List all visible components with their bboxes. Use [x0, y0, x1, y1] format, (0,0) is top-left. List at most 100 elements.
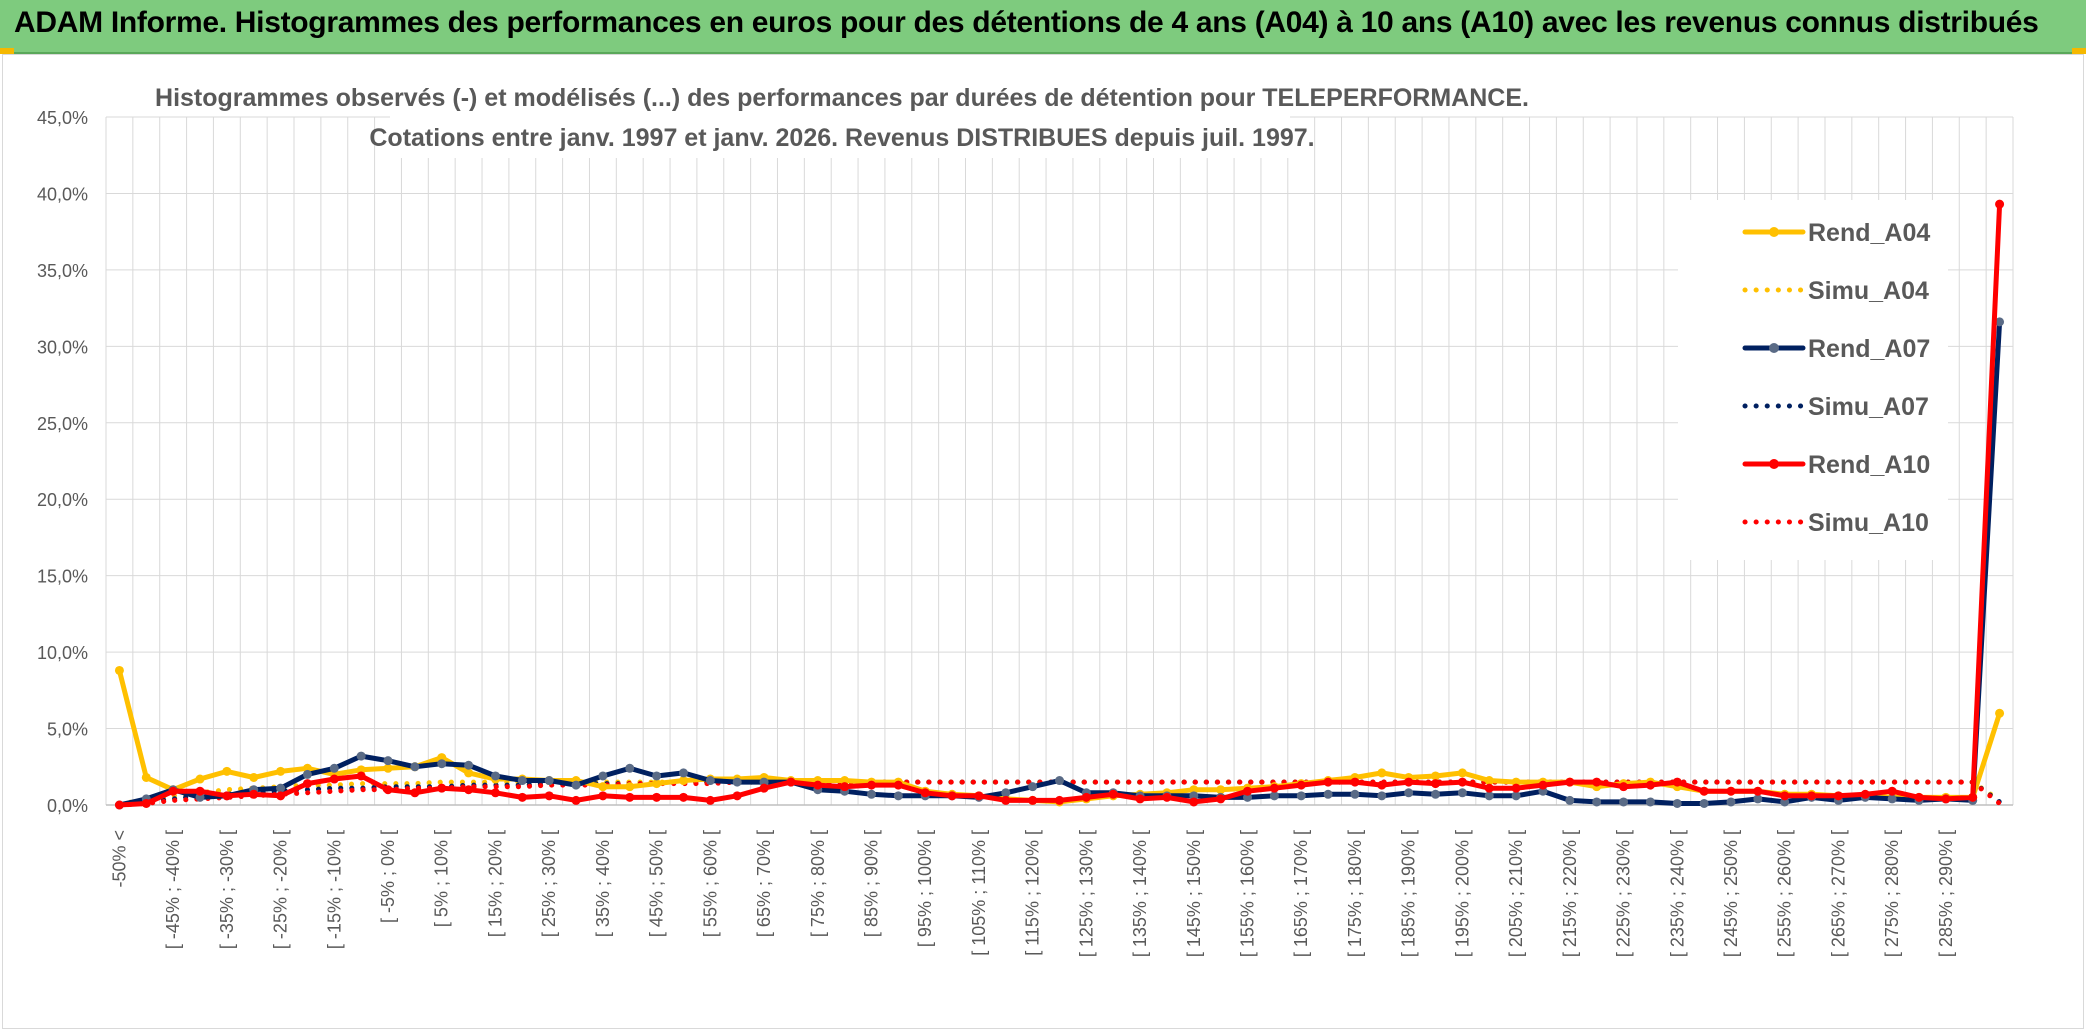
data-point-rend-a10 [1055, 795, 1064, 805]
data-point-rend-a04 [249, 772, 259, 782]
data-point-rend-a04 [276, 766, 286, 776]
legend-label-simu-a04: Simu_A04 [1808, 277, 1929, 305]
legend-label-rend-a10: Rend_A10 [1808, 451, 1930, 479]
data-point-rend-a07 [1404, 788, 1414, 798]
data-point-rend-a10 [490, 788, 500, 798]
x-tick-label: [ 45% ; 50% [ [647, 830, 667, 937]
data-point-rend-a10 [249, 789, 259, 799]
data-point-rend-a07 [302, 769, 312, 779]
x-tick-label: [ 25% ; 30% [ [539, 830, 559, 937]
data-point-rend-a10 [1243, 786, 1253, 796]
data-point-rend-a10 [544, 791, 554, 801]
data-point-rend-a07 [598, 771, 608, 781]
legend-background [1678, 200, 1948, 560]
data-point-rend-a10 [1968, 792, 1978, 802]
title-background-1 [195, 76, 1490, 116]
data-point-rend-a10 [1001, 795, 1011, 805]
x-tick-label: [ 35% ; 40% [ [593, 830, 613, 937]
data-point-rend-a07 [1028, 782, 1038, 792]
data-point-rend-a10 [356, 771, 366, 781]
data-point-rend-a04 [598, 782, 608, 792]
data-point-rend-a10 [1162, 792, 1172, 802]
data-point-rend-a10 [571, 795, 581, 805]
data-point-rend-a10 [652, 792, 662, 802]
right-corner-mark [2072, 48, 2086, 54]
data-point-rend-a10 [517, 792, 527, 802]
data-point-rend-a07 [410, 762, 420, 772]
x-tick-label: [ 15% ; 20% [ [485, 830, 505, 937]
legend-label-rend-a04: Rend_A04 [1808, 219, 1930, 247]
data-point-rend-a07 [1619, 797, 1629, 807]
data-point-rend-a10 [1511, 783, 1521, 793]
data-point-rend-a10 [1457, 777, 1467, 787]
legend-label-simu-a07: Simu_A07 [1808, 393, 1929, 421]
legend: Rend_A04 Simu_A04 Rend_A07 Simu_A07 Rend_A10… [1678, 200, 1948, 560]
x-tick-label: [ 105% ; 110% [ [969, 830, 989, 956]
data-point-rend-a07 [544, 776, 554, 786]
data-point-rend-a07 [1726, 797, 1736, 807]
y-tick-label: 30,0% [37, 337, 88, 357]
legend-marker-rend-a10 [1769, 459, 1779, 469]
legend-marker-rend-a07 [1769, 343, 1779, 353]
x-tick-label: [ 75% ; 80% [ [808, 830, 828, 937]
x-tick-label: [ 145% ; 150% [ [1184, 830, 1204, 957]
data-point-rend-a07 [1055, 776, 1064, 786]
data-point-rend-a10 [1189, 797, 1199, 807]
data-point-rend-a04 [1995, 708, 2005, 718]
data-point-rend-a10 [866, 780, 876, 790]
legend-label-rend-a07: Rend_A07 [1808, 335, 1930, 363]
legend-label-simu-a10: Simu_A10 [1808, 509, 1929, 537]
report-banner: ADAM Informe. Histogrammes des performan… [0, 0, 2086, 54]
data-point-rend-a10 [759, 783, 769, 793]
data-point-rend-a10 [1216, 794, 1226, 804]
data-point-rend-a07 [1887, 794, 1897, 804]
x-tick-label: [ -5% ; 0% [ [378, 830, 398, 923]
data-point-rend-a07 [1565, 795, 1575, 805]
x-tick-label: [ 175% ; 180% [ [1345, 830, 1365, 957]
data-point-rend-a10 [1672, 777, 1682, 787]
data-point-rend-a07 [1672, 798, 1682, 808]
data-point-rend-a07 [678, 768, 688, 778]
x-tick-label: [ 65% ; 70% [ [754, 830, 774, 937]
data-point-rend-a10 [920, 788, 930, 798]
data-point-rend-a10 [786, 777, 796, 787]
data-point-rend-a04 [1216, 785, 1226, 795]
x-tick-label: [ 95% ; 100% [ [915, 830, 935, 947]
data-point-rend-a04 [652, 779, 662, 789]
y-tick-label: 45,0% [37, 108, 88, 128]
y-tick-label: 10,0% [37, 643, 88, 663]
x-tick-label: [ 135% ; 140% [ [1130, 830, 1150, 957]
data-point-rend-a10 [1404, 777, 1414, 787]
data-point-rend-a10 [1081, 792, 1091, 802]
data-point-rend-a10 [464, 785, 474, 795]
y-tick-label: 25,0% [37, 414, 88, 434]
data-point-rend-a07 [276, 783, 286, 793]
x-tick-label: [ -45% ; -40% [ [163, 830, 183, 949]
data-point-rend-a10 [1108, 789, 1118, 799]
x-tick-label: [ 205% ; 210% [ [1506, 830, 1526, 957]
data-point-rend-a10 [1484, 783, 1494, 793]
data-point-rend-a07 [1001, 788, 1011, 798]
data-point-rend-a10 [1296, 780, 1306, 790]
data-point-rend-a04 [383, 763, 393, 773]
title-background-2 [390, 116, 1290, 158]
data-point-rend-a07 [1645, 797, 1655, 807]
data-point-rend-a10 [1377, 780, 1387, 790]
data-point-rend-a07 [1753, 794, 1763, 804]
data-point-rend-a10 [813, 780, 823, 790]
data-point-rend-a10 [114, 800, 124, 810]
data-point-rend-a07 [1431, 789, 1441, 799]
data-point-rend-a10 [1860, 789, 1870, 799]
data-point-rend-a10 [383, 785, 393, 795]
data-point-rend-a07 [356, 751, 366, 761]
data-point-rend-a10 [1914, 792, 1924, 802]
data-point-rend-a10 [276, 791, 286, 801]
data-point-rend-a10 [598, 791, 608, 801]
x-tick-label: [ 225% ; 230% [ [1614, 830, 1634, 957]
data-point-rend-a04 [222, 766, 232, 776]
data-point-rend-a10 [1833, 791, 1843, 801]
x-tick-label: [ 195% ; 200% [ [1452, 830, 1472, 957]
chart-title-group: Histogrammes observés (-) et modélisés (… [155, 76, 1529, 158]
data-point-rend-a07 [1377, 791, 1387, 801]
